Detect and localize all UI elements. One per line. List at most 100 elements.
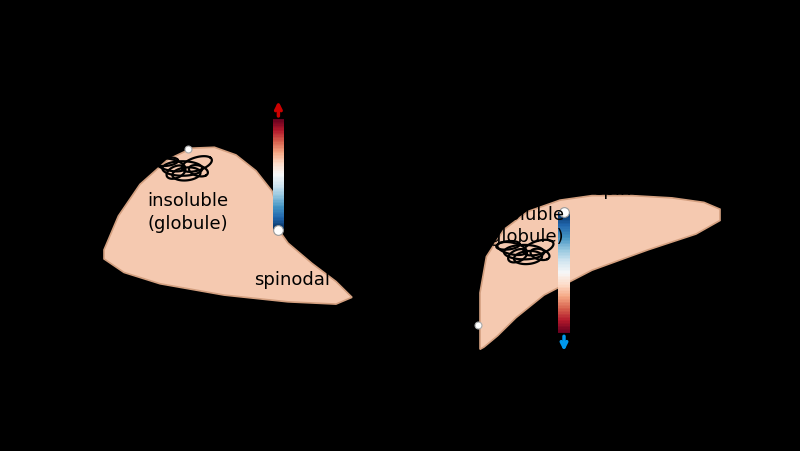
- Bar: [273, 187, 284, 189]
- Bar: [273, 184, 284, 186]
- Bar: [558, 329, 570, 331]
- Bar: [558, 272, 570, 273]
- Bar: [558, 285, 570, 287]
- Bar: [558, 260, 570, 261]
- Bar: [558, 253, 570, 255]
- Bar: [558, 318, 570, 320]
- Bar: [558, 331, 570, 332]
- Bar: [558, 307, 570, 308]
- Bar: [558, 258, 570, 260]
- Bar: [558, 216, 570, 217]
- Bar: [273, 183, 284, 184]
- Bar: [558, 223, 570, 225]
- Bar: [273, 176, 284, 178]
- Bar: [273, 217, 284, 219]
- Bar: [273, 207, 284, 208]
- Bar: [558, 328, 570, 329]
- Bar: [273, 138, 284, 139]
- Bar: [273, 164, 284, 165]
- Bar: [273, 131, 284, 132]
- Bar: [558, 320, 570, 322]
- Bar: [273, 146, 284, 147]
- Bar: [273, 229, 284, 230]
- Bar: [558, 213, 570, 214]
- Bar: [273, 165, 284, 166]
- Bar: [558, 287, 570, 289]
- Bar: [558, 221, 570, 222]
- Bar: [558, 317, 570, 318]
- Bar: [273, 200, 284, 201]
- Bar: [558, 267, 570, 269]
- Bar: [558, 240, 570, 242]
- Bar: [558, 300, 570, 302]
- Bar: [558, 242, 570, 243]
- Bar: [558, 231, 570, 233]
- Bar: [558, 323, 570, 325]
- Bar: [273, 125, 284, 126]
- Bar: [273, 151, 284, 152]
- Bar: [558, 326, 570, 328]
- Bar: [558, 255, 570, 257]
- Bar: [273, 180, 284, 182]
- Bar: [273, 215, 284, 216]
- Bar: [558, 264, 570, 266]
- Bar: [558, 266, 570, 267]
- Bar: [273, 132, 284, 133]
- Bar: [273, 193, 284, 194]
- Bar: [273, 147, 284, 148]
- Bar: [558, 248, 570, 249]
- Bar: [273, 195, 284, 197]
- Text: insoluble
(globule): insoluble (globule): [483, 206, 565, 245]
- Bar: [273, 197, 284, 198]
- Polygon shape: [480, 196, 720, 350]
- Bar: [273, 179, 284, 180]
- Bar: [273, 124, 284, 125]
- Bar: [273, 150, 284, 151]
- Bar: [273, 209, 284, 211]
- Bar: [273, 129, 284, 131]
- Bar: [273, 208, 284, 209]
- Bar: [558, 243, 570, 244]
- Text: spinodal: spinodal: [254, 271, 330, 289]
- Bar: [273, 168, 284, 169]
- Bar: [273, 194, 284, 195]
- Bar: [273, 198, 284, 200]
- Bar: [558, 281, 570, 282]
- Bar: [558, 290, 570, 291]
- Bar: [273, 222, 284, 223]
- Polygon shape: [104, 148, 352, 304]
- Bar: [558, 291, 570, 293]
- Bar: [273, 122, 284, 124]
- Bar: [558, 269, 570, 270]
- Bar: [273, 161, 284, 162]
- Bar: [558, 273, 570, 275]
- Bar: [558, 263, 570, 264]
- Bar: [273, 175, 284, 176]
- Bar: [273, 202, 284, 204]
- Bar: [273, 157, 284, 158]
- Bar: [558, 313, 570, 314]
- Bar: [273, 142, 284, 143]
- Bar: [273, 144, 284, 146]
- Bar: [273, 219, 284, 221]
- Bar: [558, 295, 570, 296]
- Bar: [558, 298, 570, 299]
- Bar: [558, 332, 570, 334]
- Bar: [273, 213, 284, 215]
- Bar: [273, 158, 284, 160]
- Bar: [558, 284, 570, 285]
- Bar: [273, 135, 284, 136]
- Bar: [558, 302, 570, 304]
- Bar: [273, 140, 284, 142]
- Bar: [273, 186, 284, 187]
- Bar: [273, 189, 284, 190]
- Bar: [558, 230, 570, 231]
- Bar: [273, 133, 284, 135]
- Bar: [273, 160, 284, 161]
- Bar: [273, 227, 284, 229]
- Bar: [558, 322, 570, 323]
- Bar: [273, 154, 284, 156]
- Bar: [558, 219, 570, 221]
- Bar: [558, 314, 570, 316]
- Bar: [558, 226, 570, 228]
